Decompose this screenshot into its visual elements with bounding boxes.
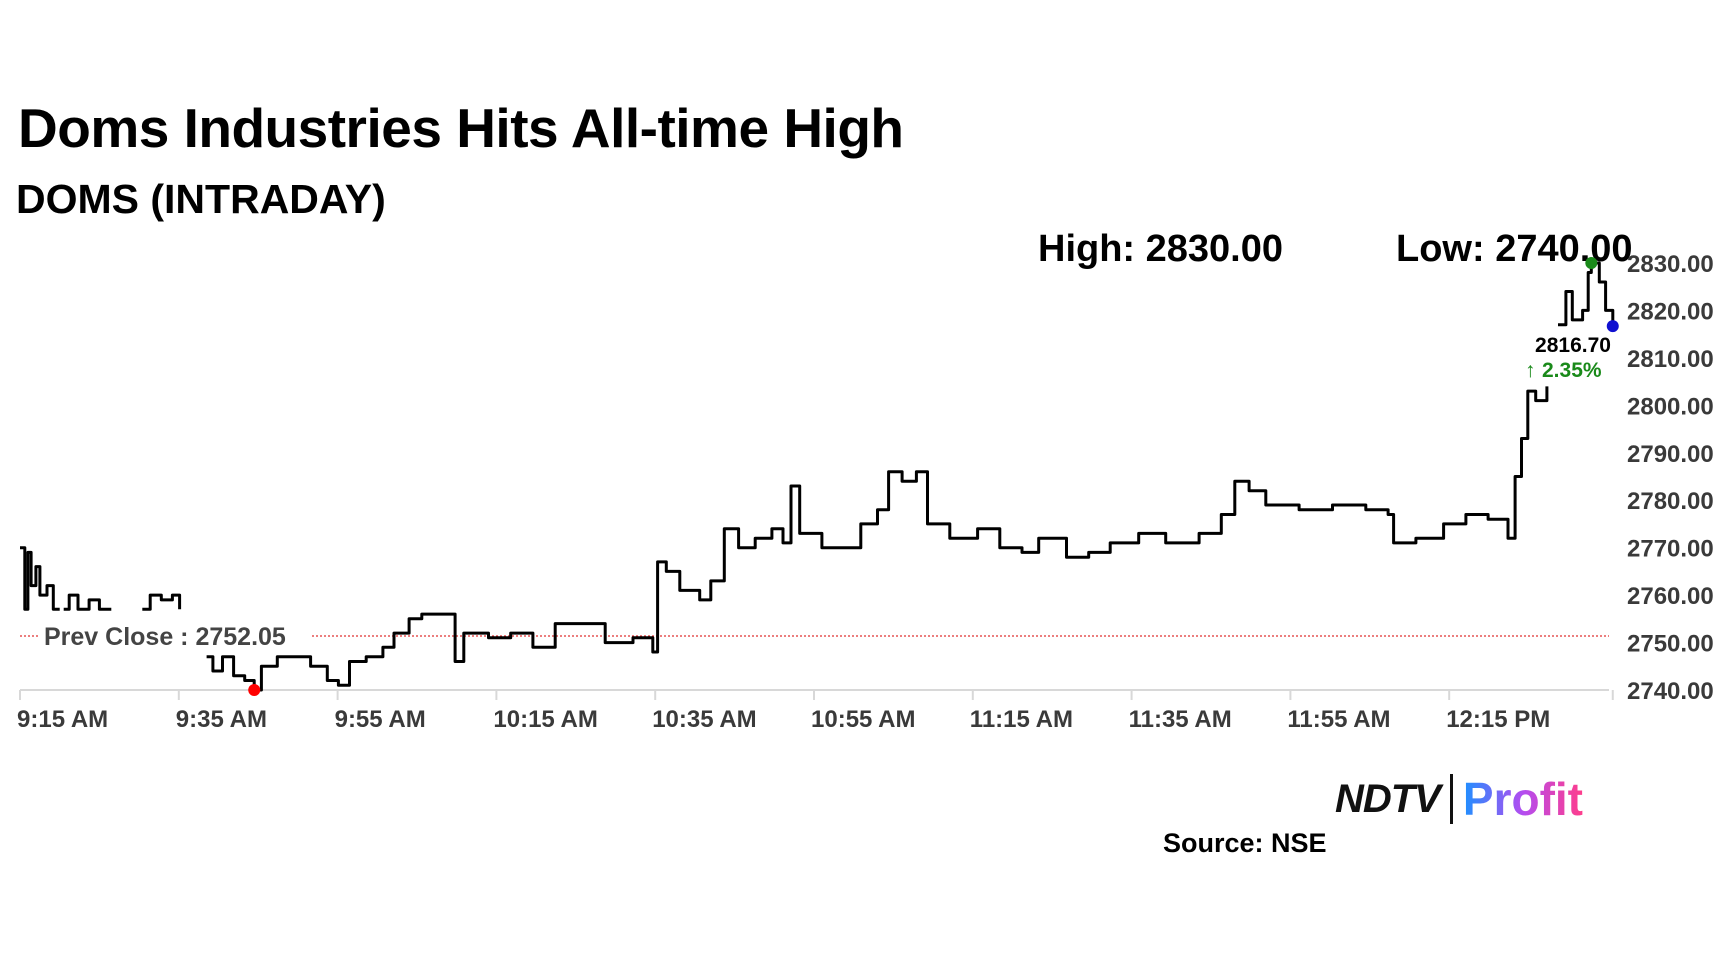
y-tick-label: 2780.00 bbox=[1627, 488, 1714, 515]
x-tick-label: 9:55 AM bbox=[335, 706, 426, 733]
x-tick-label: 9:15 AM bbox=[17, 706, 108, 733]
prev-close-label: Prev Close : 2752.05 bbox=[44, 623, 286, 651]
logo-ndtv: NDTV bbox=[1335, 776, 1441, 821]
x-tick-label: 9:35 AM bbox=[176, 706, 267, 733]
x-tick-label: 12:15 PM bbox=[1446, 706, 1550, 733]
y-tick-label: 2800.00 bbox=[1627, 393, 1714, 420]
chart-title: Doms Industries Hits All-time High bbox=[18, 97, 904, 159]
x-tick-label: 11:35 AM bbox=[1129, 706, 1232, 733]
price-line-segment bbox=[63, 593, 112, 611]
y-tick-label: 2790.00 bbox=[1627, 441, 1714, 468]
price-line-segment bbox=[206, 386, 1549, 692]
x-tick-label: 11:15 AM bbox=[970, 706, 1073, 733]
y-tick-label: 2750.00 bbox=[1627, 631, 1714, 658]
x-tick-label: 11:55 AM bbox=[1287, 706, 1390, 733]
last-point-dot bbox=[1606, 320, 1619, 333]
change-percent-label: 2.35% bbox=[1542, 359, 1602, 382]
x-tick-label: 10:35 AM bbox=[652, 706, 756, 733]
last-price-label: 2816.70 bbox=[1535, 334, 1611, 357]
y-tick-label: 2820.00 bbox=[1627, 298, 1714, 325]
chart-subtitle: DOMS (INTRADAY) bbox=[16, 176, 386, 222]
y-tick-label: 2760.00 bbox=[1627, 583, 1714, 610]
low-point-dot bbox=[248, 684, 261, 696]
y-tick-label: 2810.00 bbox=[1627, 346, 1714, 373]
logo-divider bbox=[1449, 774, 1453, 824]
price-line-segment bbox=[142, 593, 182, 611]
y-tick-label: 2830.00 bbox=[1627, 251, 1714, 278]
y-tick-label: 2740.00 bbox=[1627, 678, 1714, 705]
x-tick-label: 10:55 AM bbox=[811, 706, 915, 733]
high-label: High: 2830.00 bbox=[1038, 228, 1283, 270]
source-label: Source: NSE bbox=[1163, 828, 1327, 858]
prev-close-label-bg bbox=[38, 618, 312, 652]
ndtv-profit-logo: NDTV Profit bbox=[1335, 772, 1583, 826]
price-line-segment bbox=[1558, 261, 1615, 327]
price-line-segment bbox=[20, 546, 60, 611]
logo-profit: Profit bbox=[1462, 773, 1583, 825]
high-point-dot bbox=[1585, 257, 1598, 269]
y-tick-label: 2770.00 bbox=[1627, 536, 1714, 563]
x-tick-label: 10:15 AM bbox=[493, 706, 597, 733]
change-arrow-icon: ↑ bbox=[1525, 359, 1536, 382]
